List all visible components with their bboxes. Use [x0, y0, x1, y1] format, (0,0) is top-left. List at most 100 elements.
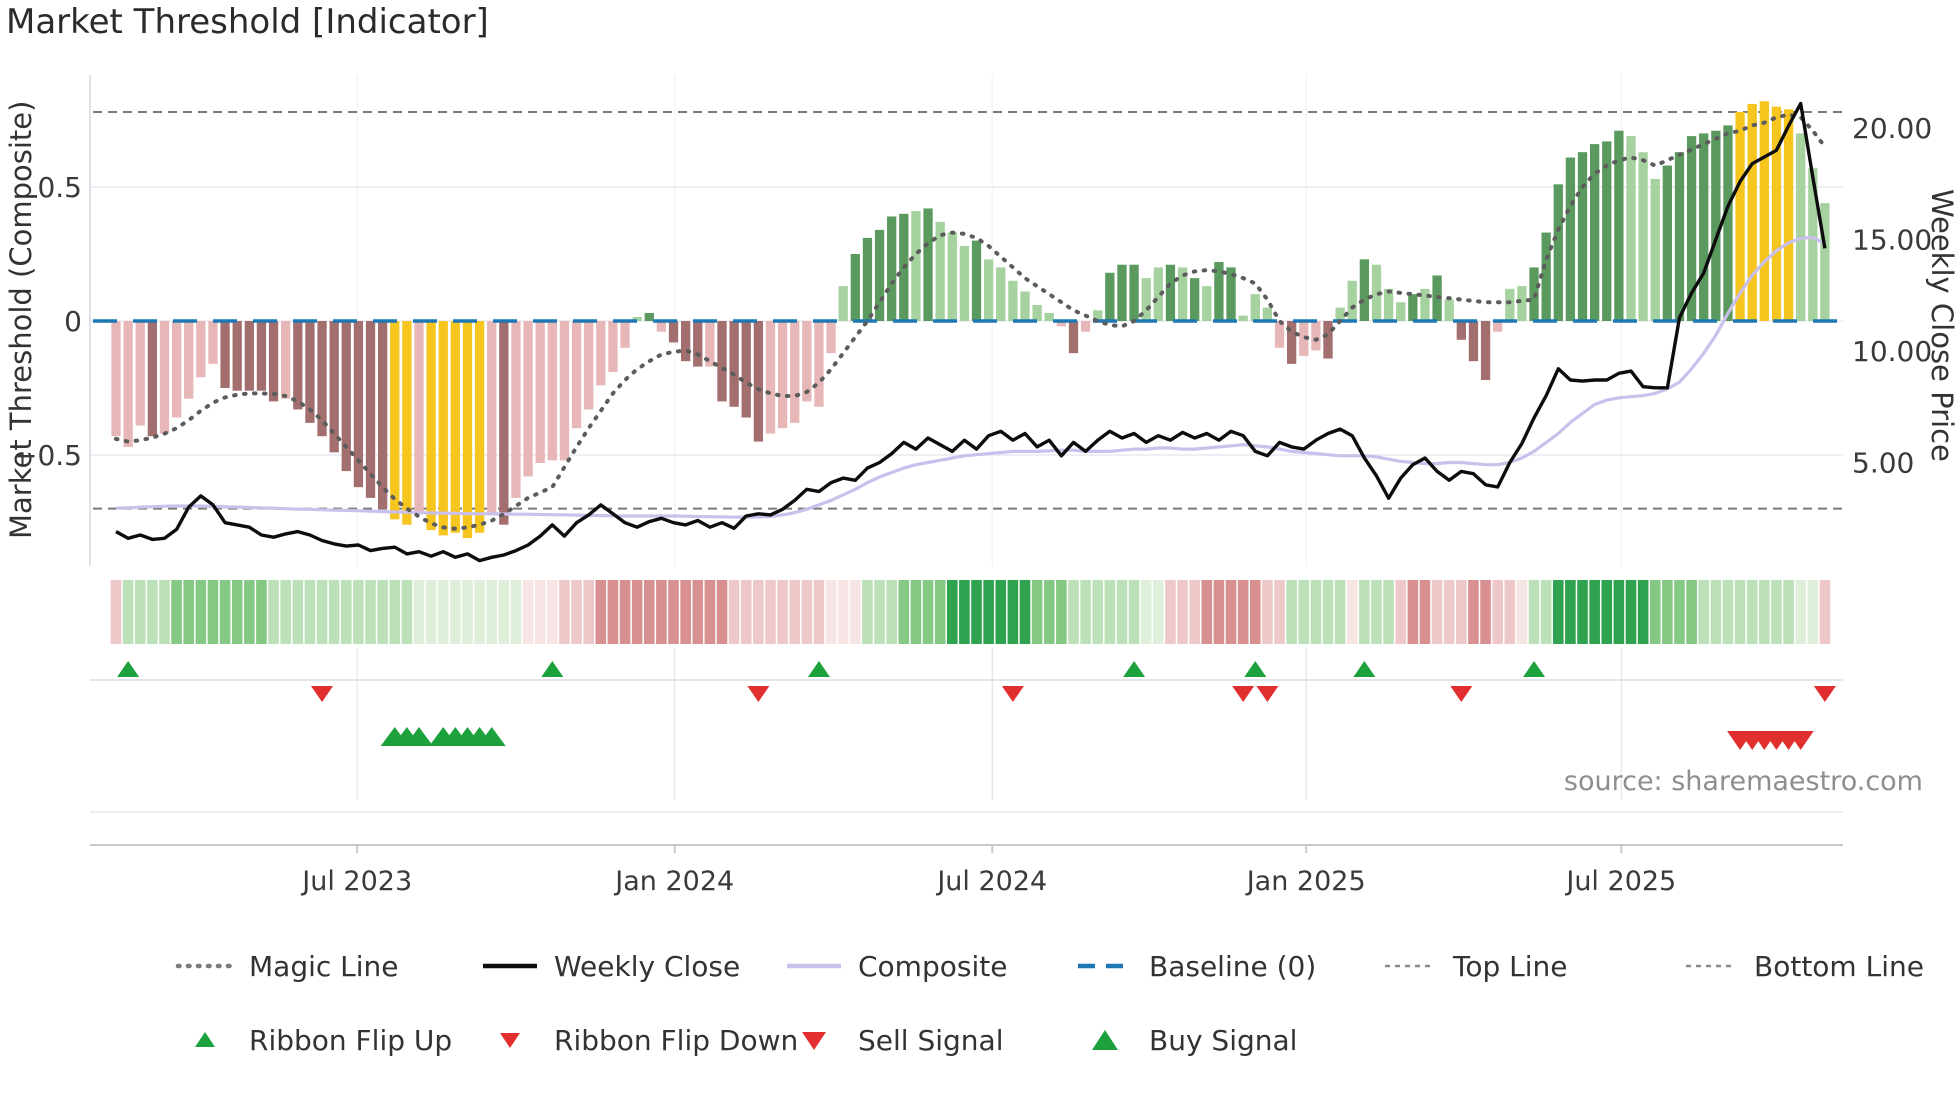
- indicator-bar: [1686, 136, 1697, 321]
- indicator-bar: [1577, 152, 1588, 321]
- indicator-bar: [268, 321, 279, 402]
- indicator-bar: [729, 321, 739, 407]
- ribbon-cell: [1528, 580, 1540, 644]
- ribbon-cell: [340, 580, 352, 644]
- ribbon-cell: [983, 580, 994, 644]
- ribbon-cell: [789, 580, 801, 644]
- ribbon-cell: [437, 580, 449, 644]
- ribbon-flip-up-icon: [1353, 661, 1376, 677]
- indicator-bar: [1008, 280, 1018, 321]
- indicator-bar: [656, 321, 667, 332]
- ribbon-cell: [1722, 580, 1734, 644]
- ribbon-flip-up-icon: [1523, 661, 1546, 677]
- indicator-bar: [1129, 264, 1139, 321]
- ribbon-cell: [1431, 580, 1443, 644]
- ribbon-flip-down-icon: [311, 686, 334, 702]
- ribbon-cell: [1649, 580, 1661, 644]
- ribbon-cell: [1019, 580, 1031, 644]
- indicator-bar: [838, 286, 848, 321]
- ribbon-cell: [1468, 580, 1479, 644]
- indicator-bar: [1420, 288, 1430, 321]
- ribbon-cell: [1746, 580, 1758, 644]
- indicator-bar: [1711, 130, 1721, 321]
- ribbon-cell: [1395, 580, 1407, 644]
- right-tick-label: 20.00: [1852, 112, 1932, 145]
- indicator-bar: [1493, 321, 1503, 332]
- indicator-bar: [741, 321, 751, 418]
- left-tick-label: −0.5: [14, 439, 82, 472]
- ribbon-cell: [450, 580, 461, 644]
- indicator-bar: [317, 321, 327, 437]
- ribbon-cell: [1480, 580, 1491, 644]
- indicator-bar: [1214, 262, 1224, 321]
- indicator-bar: [802, 321, 812, 402]
- ribbon-cell: [522, 580, 534, 644]
- indicator-bar: [474, 321, 485, 533]
- indicator-bar: [1286, 321, 1297, 364]
- indicator-bar: [584, 321, 594, 410]
- ribbon-cell: [1056, 580, 1067, 644]
- ribbon-cell: [1043, 580, 1055, 644]
- ribbon-cell: [631, 580, 643, 644]
- ribbon-flip-down-icon: [1001, 686, 1024, 702]
- indicator-bar: [487, 321, 497, 514]
- sell-signal-markers: [1727, 731, 1814, 750]
- ribbon-cell: [377, 580, 388, 644]
- ribbon-cell: [1577, 580, 1588, 644]
- ribbon-cell: [1140, 580, 1152, 644]
- legend-label: Top Line: [1453, 949, 1568, 983]
- ribbon-cell: [304, 580, 316, 644]
- indicator-bar: [293, 321, 303, 410]
- indicator-bar: [1274, 321, 1285, 348]
- ribbon-cell: [801, 580, 813, 644]
- ribbon-cell: [1031, 580, 1043, 644]
- ribbon-flip-down-markers: [311, 686, 1836, 702]
- legend-item-weekly-close: Weekly Close: [480, 944, 740, 988]
- ribbon-cell: [656, 580, 667, 644]
- indicator-bar: [1347, 280, 1357, 321]
- sell-signal-triangle-icon: [784, 1025, 844, 1055]
- ribbon-cell: [1419, 580, 1431, 644]
- indicator-bar: [947, 232, 957, 321]
- source-credit: source: sharemaestro.com: [1563, 766, 1923, 797]
- legend-label: Composite: [858, 949, 1008, 983]
- ribbon-cell: [922, 580, 934, 644]
- legend-label: Sell Signal: [858, 1023, 1004, 1057]
- indicator-bar: [1299, 321, 1309, 356]
- indicator-bar: [329, 321, 339, 453]
- indicator-bar: [535, 321, 545, 464]
- indicator-bar: [232, 321, 242, 391]
- magic-line-swatch-icon: [175, 951, 235, 981]
- ribbon-cell: [1225, 580, 1237, 644]
- ribbon-flip-down-icon: [747, 686, 770, 702]
- indicator-bar: [1505, 288, 1515, 321]
- ribbon-cell: [1298, 580, 1310, 644]
- indicator-bar: [777, 321, 788, 429]
- ribbon-cell: [510, 580, 522, 644]
- indicator-bar: [1371, 264, 1382, 321]
- indicator-bar: [765, 321, 776, 434]
- ribbon-cell: [1092, 580, 1104, 644]
- ribbon-cell: [1371, 580, 1382, 644]
- x-tick-label: Jan 2025: [1245, 866, 1366, 897]
- indicator-bar: [171, 321, 182, 418]
- indicator-bar: [1541, 232, 1551, 321]
- ribbon-cell: [292, 580, 304, 644]
- indicator-bar: [1662, 165, 1673, 321]
- ribbon-cell: [1734, 580, 1746, 644]
- ribbon-cell: [1456, 580, 1467, 644]
- ribbon-cell: [316, 580, 328, 644]
- ribbon-cell: [462, 580, 473, 644]
- indicator-bar: [826, 321, 836, 354]
- ribbon-flip-up-icon: [1123, 661, 1146, 677]
- ribbon-flip-down-icon: [1813, 686, 1836, 702]
- ribbon-cell: [1322, 580, 1334, 644]
- indicator-bar: [123, 321, 133, 447]
- indicator-bar: [1517, 286, 1527, 321]
- legend-item-ribbon-flip-up: Ribbon Flip Up: [175, 1018, 452, 1062]
- ribbon-cell: [874, 580, 885, 644]
- ribbon-cell: [1068, 580, 1079, 644]
- right-tick-label: 15.00: [1852, 224, 1932, 257]
- ribbon-cell: [680, 580, 691, 644]
